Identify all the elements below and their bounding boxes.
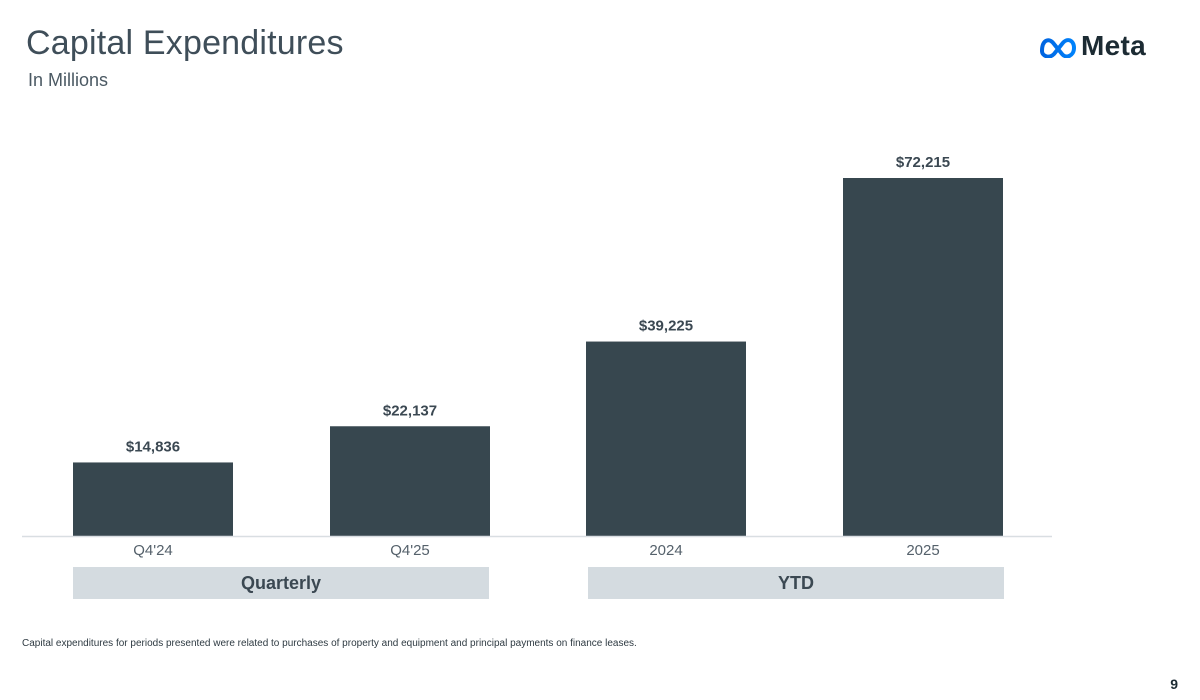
bar-value-label: $22,137	[383, 402, 437, 419]
meta-logo: Meta	[1038, 30, 1146, 62]
group-label: YTD	[778, 573, 814, 593]
bar	[586, 341, 746, 536]
bar-value-label: $39,225	[639, 318, 693, 335]
group-band	[588, 567, 1004, 599]
x-tick-label: Q4'24	[133, 542, 173, 559]
page-subtitle: In Millions	[28, 70, 109, 90]
bar	[843, 178, 1003, 536]
x-tick-label: 2025	[906, 542, 939, 559]
page-number: 9	[1170, 676, 1178, 692]
x-tick-label: Q4'25	[390, 542, 430, 559]
page-title: Capital Expenditures	[26, 24, 344, 62]
footnote: Capital expenditures for periods present…	[22, 638, 637, 649]
x-tick-label: 2024	[649, 542, 682, 559]
bar-value-label: $72,215	[896, 154, 950, 171]
group-band	[73, 567, 489, 599]
bar-value-label: $14,836	[126, 438, 180, 455]
capex-bar-chart: $14,836 Q4'24 $22,137 Q4'25 $39,225 2024 $72,2…	[22, 154, 1052, 599]
group-label: Quarterly	[241, 573, 321, 593]
meta-infinity-icon	[1040, 38, 1076, 58]
bar	[73, 462, 233, 536]
meta-logo-text: Meta	[1081, 30, 1146, 61]
bar	[330, 426, 490, 536]
